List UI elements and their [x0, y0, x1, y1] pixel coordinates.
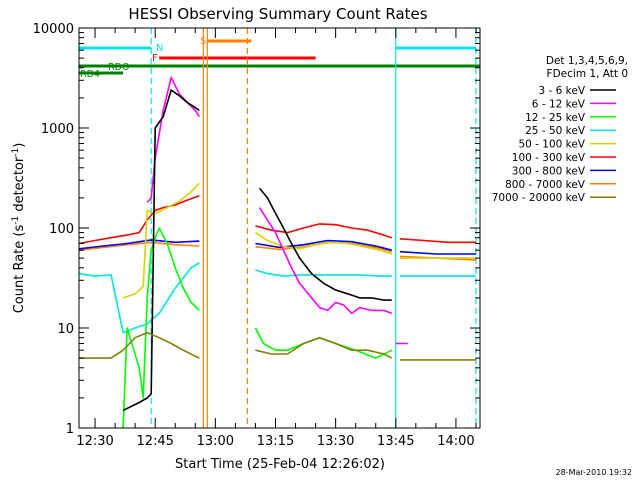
series-line-2: [146, 76, 408, 345]
y-axis-label-sup: -1: [11, 148, 21, 157]
flag-label: F: [152, 53, 157, 64]
legend: Det 1,3,4,5,6,9, FDecim 1, Att 0 3 - 6 k…: [492, 55, 628, 204]
x-tick-label: 13:15: [257, 434, 294, 449]
legend-label: 100 - 300 keV: [512, 152, 586, 164]
y-axis-label-part: Count Rate (s: [12, 225, 27, 314]
series-lines: [78, 76, 477, 429]
y-axis-label-sup: -1: [11, 216, 21, 225]
legend-header-line-2: FDecim 1, Att 0: [547, 68, 628, 80]
x-axis-label: Start Time (25-Feb-04 12:26:02): [175, 457, 385, 472]
legend-label: 3 - 6 keV: [538, 85, 585, 97]
legend-label: 7000 - 20000 keV: [492, 192, 586, 204]
x-tick-label: 13:45: [377, 434, 414, 449]
legend-label: 12 - 25 keV: [525, 112, 586, 124]
y-tick-label: 10000: [33, 22, 74, 37]
legend-label: 800 - 7000 keV: [505, 179, 586, 191]
y-tick-label: 1000: [41, 122, 74, 137]
flag-label: RD4: [80, 69, 100, 80]
flag-label: RDO: [108, 62, 129, 73]
legend-label: 300 - 800 keV: [512, 165, 586, 177]
y-tick-label: 100: [49, 222, 74, 237]
y-tick-label: 1: [66, 422, 74, 437]
series-line-9: [79, 331, 476, 361]
observing-flags: NSFRDORD4: [79, 36, 480, 80]
x-tick-label: 13:30: [317, 434, 354, 449]
series-line-1: [122, 89, 392, 412]
y-tick-label: 10: [57, 322, 74, 337]
footer-timestamp: 28-Mar-2010 19:32: [556, 468, 633, 477]
legend-label: 6 - 12 keV: [532, 98, 586, 110]
series-line-5: [122, 182, 476, 299]
chart-title: HESSI Observing Summary Count Rates: [128, 5, 427, 23]
legend-header-line-1: Det 1,3,4,5,6,9,: [546, 55, 628, 67]
x-tick-label: 13:00: [197, 434, 234, 449]
legend-label: 50 - 100 keV: [518, 139, 585, 151]
x-tick-label: 14:00: [437, 434, 474, 449]
y-axis-label-part: ): [12, 143, 27, 148]
series-line-4: [78, 262, 476, 334]
x-tick-label: 12:30: [76, 434, 113, 449]
flag-label: N: [156, 43, 163, 54]
y-axis-label: Count Rate (s-1 detector-1): [11, 143, 27, 314]
y-axis-label-part: detector: [12, 156, 27, 216]
axes: 12:30 12:45 13:00 13:15 13:30 13:45 14:00 1 10 10…: [33, 22, 480, 449]
legend-label: 25 - 50 keV: [525, 125, 586, 137]
series-line-7: [78, 239, 476, 255]
x-tick-label: 12:45: [136, 434, 173, 449]
